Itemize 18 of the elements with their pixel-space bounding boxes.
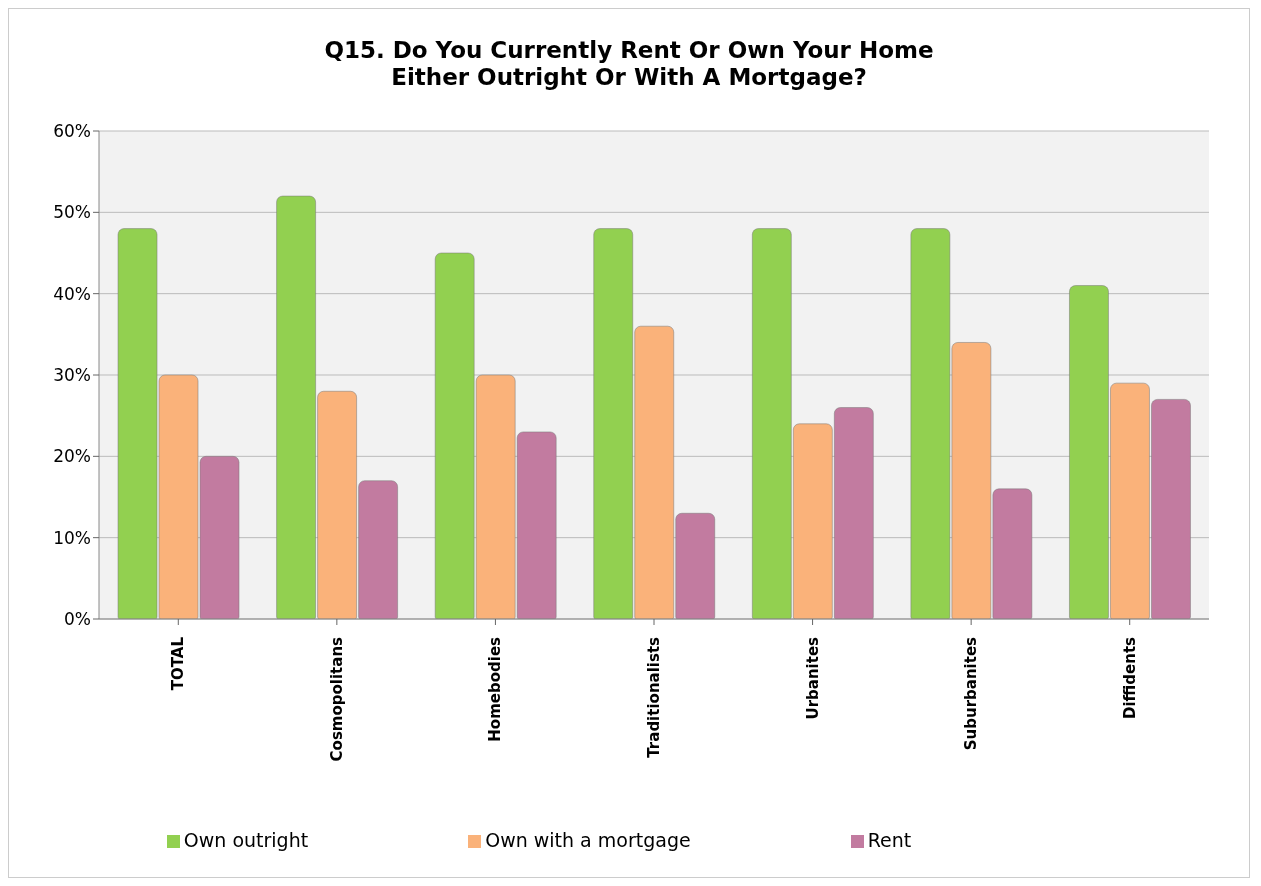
legend-label: Rent xyxy=(867,829,912,851)
legend-label: Own outright xyxy=(183,829,309,851)
x-tick-label: Urbanites xyxy=(803,636,822,720)
y-tick-label: 30% xyxy=(53,365,91,386)
y-tick-label: 60% xyxy=(53,121,91,142)
legend-label: Own with a mortgage xyxy=(485,829,691,851)
y-tick-label: 10% xyxy=(53,527,91,548)
x-tick-label: Traditionalists xyxy=(645,636,663,758)
x-tick-label: TOTAL xyxy=(169,636,188,691)
x-tick-label: Diffidents xyxy=(1120,636,1139,720)
y-tick-label: 50% xyxy=(53,202,91,223)
x-tick-label: Homebodies xyxy=(486,636,505,742)
x-tick-label: Suburbanites xyxy=(962,636,981,751)
x-tick-label: Cosmopolitans xyxy=(327,636,346,762)
y-tick-label: 40% xyxy=(53,283,91,304)
y-tick-label: 0% xyxy=(64,609,91,630)
y-tick-label: 20% xyxy=(53,446,91,467)
chart-title: Q15. Do You Currently Rent Or Own Your Home Either Outright Or With A Mortgage? xyxy=(323,37,935,91)
